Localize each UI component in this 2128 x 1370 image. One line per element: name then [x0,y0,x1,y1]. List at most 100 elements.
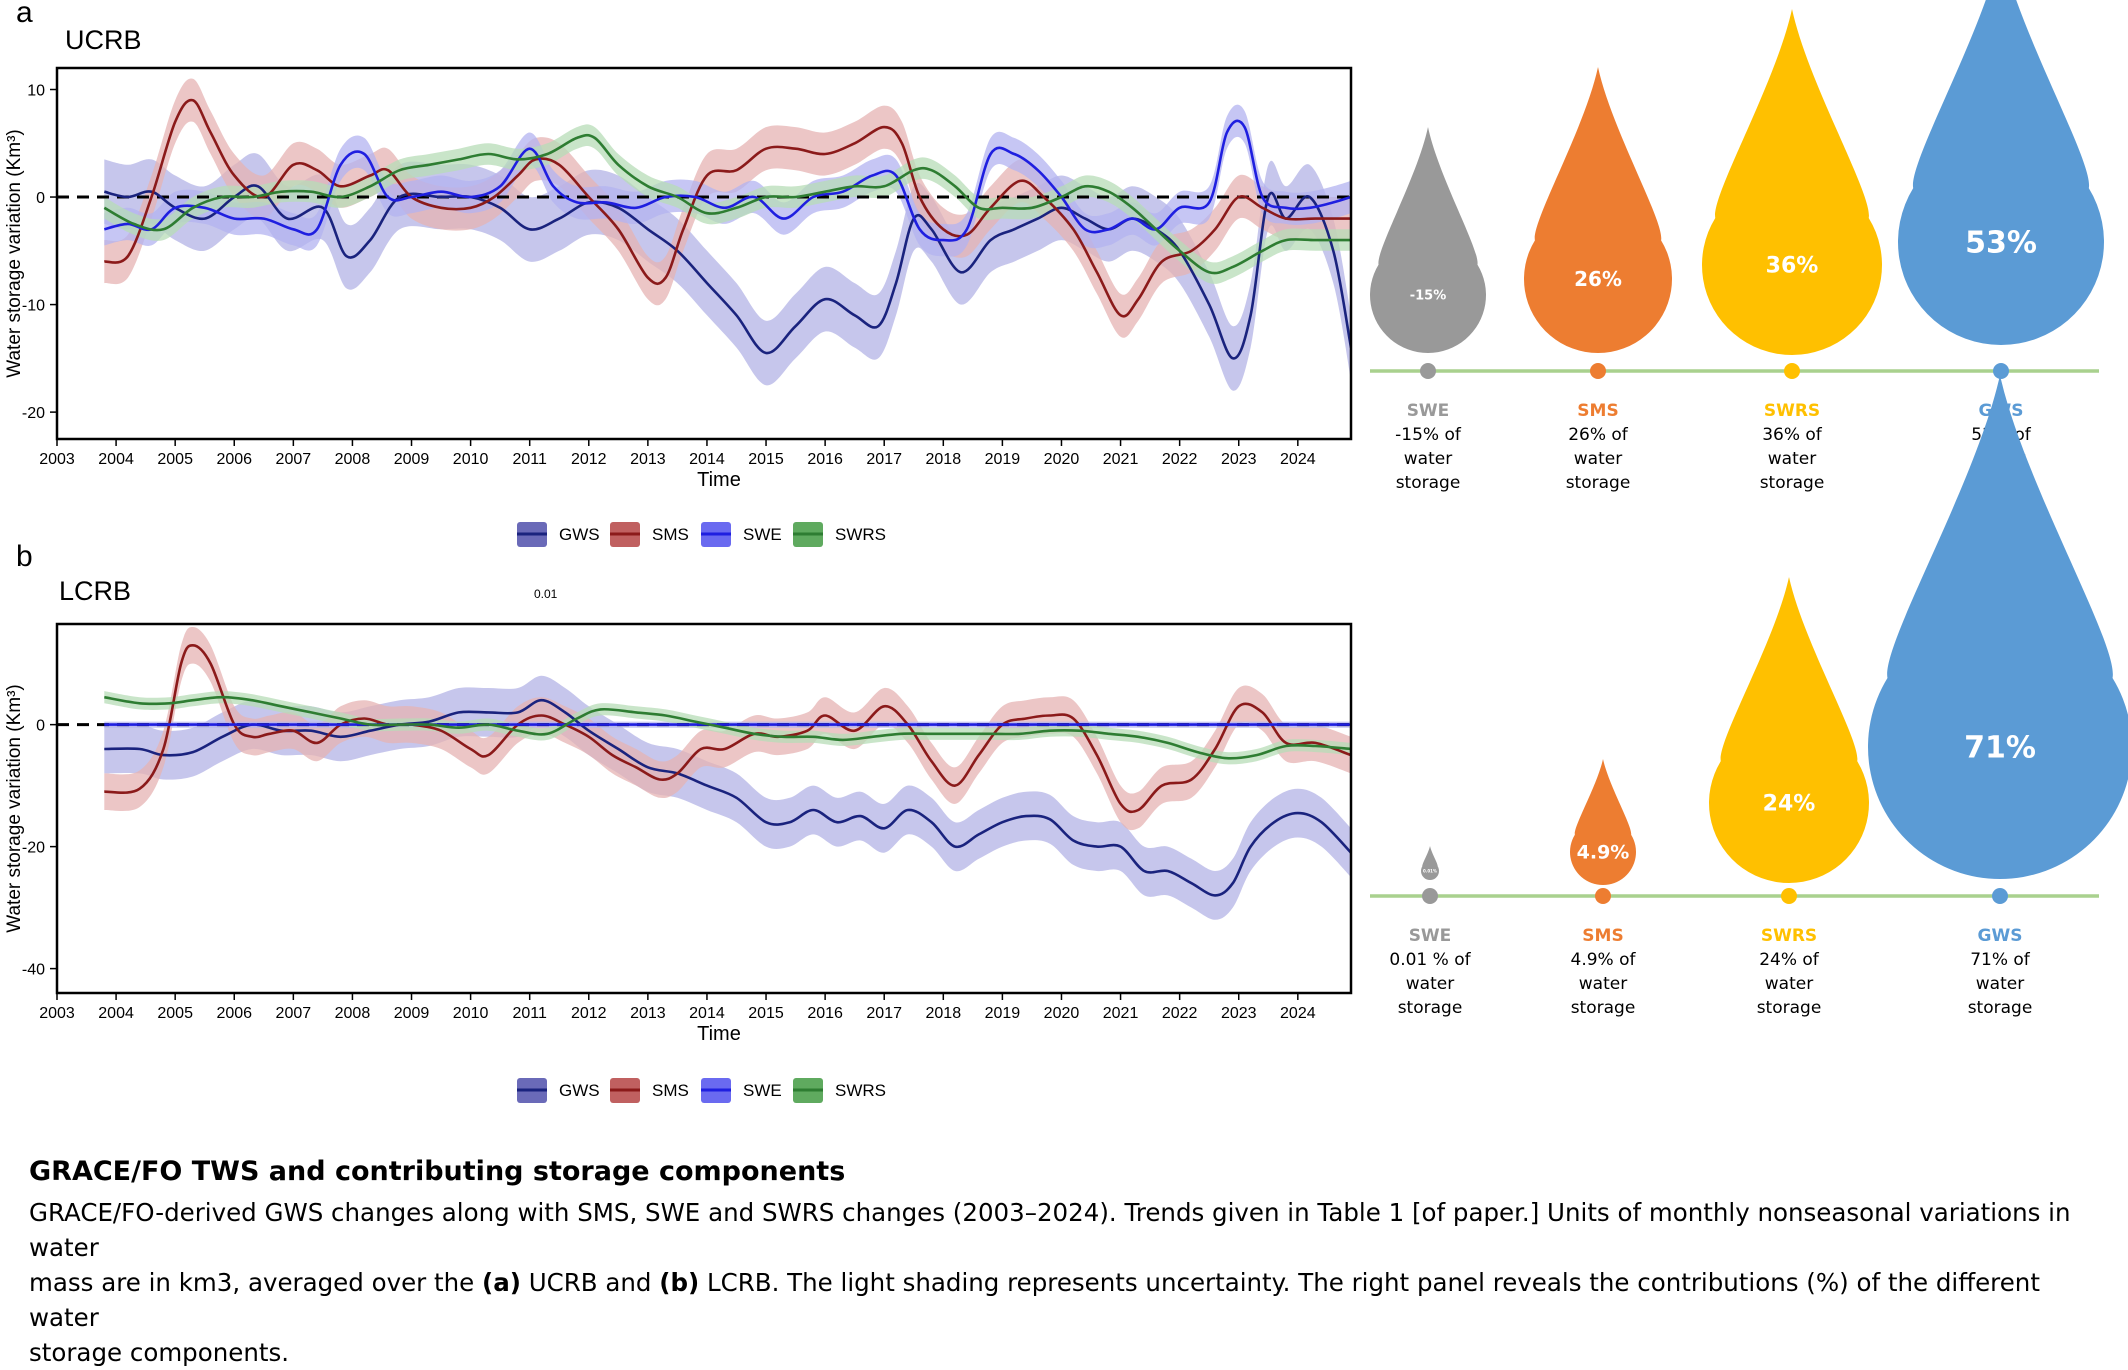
x-tick-label: 2023 [1221,451,1257,468]
drop-swrs [1709,577,1869,884]
x-tick-label: 2015 [748,451,784,468]
x-tick-label: 2012 [571,451,607,468]
caption-title: GRACE/FO TWS and contributing storage co… [29,1156,846,1187]
y-tick-label: -40 [22,962,45,979]
component-share-line2: water [1976,974,2024,994]
component-share-line2: water [1404,449,1452,469]
x-tick-label: 2020 [1044,451,1080,468]
x-tick-label: 2012 [571,1005,607,1022]
legend-label-gws: GWS [559,525,600,544]
component-share-line3: storage [1398,998,1463,1018]
panel-label-b: b [16,540,33,573]
panel-b-title: LCRB [59,576,131,606]
x-tick-label: 2009 [394,1005,430,1022]
drop-label-gws: 53% [1965,226,2037,261]
y-tick-label: -10 [22,298,45,315]
panel-b-annotation: 0.01 [534,587,558,601]
drop-gws [1898,0,2104,345]
series-line-gws [104,698,1351,897]
drop-label-gws: 71% [1964,731,2036,766]
x-tick-label: 2019 [985,451,1021,468]
x-tick-label: 2014 [689,1005,725,1022]
caption-ref-b: (b) [659,1268,700,1297]
component-share-line1: -15% of [1395,425,1462,445]
caption-ref-a: (a) [482,1268,521,1297]
x-tick-label: 2021 [1103,451,1139,468]
x-tick-label: 2006 [216,451,252,468]
component-share-line1: 26% of [1568,425,1629,445]
marker-sms [1590,363,1606,379]
drop-label-swe: 0.01% [1423,868,1437,873]
x-tick-label: 2004 [98,451,134,468]
component-share-line3: storage [1757,998,1822,1018]
x-tick-label: 2003 [39,451,75,468]
x-tick-label: 2010 [453,1005,489,1022]
plot-frame [55,622,1353,995]
x-tick-label: 2024 [1280,451,1316,468]
drop-sms [1570,759,1637,886]
x-tick-label: 2011 [512,1005,547,1022]
x-tick-label: 2015 [748,1005,784,1022]
x-tick-label: 2003 [39,1005,75,1022]
x-tick-label: 2005 [157,1005,193,1022]
drop-gws [1868,375,2128,879]
x-tick-label: 2009 [394,451,430,468]
series-line-gws [103,184,1351,360]
legend-label-swe: SWE [743,1081,782,1100]
plot-area [57,78,1351,391]
component-name-gws: GWS [1978,926,2023,946]
chart-ucrb: 2003 2004 2005 2006 2007 2008 2009 2010 2011 2012… [4,66,1353,547]
drop-label-swrs: 24% [1763,792,1816,817]
component-share-line2: water [1579,974,1627,994]
x-tick-label: 2024 [1280,1005,1316,1022]
component-name-swe: SWE [1409,926,1452,946]
component-share-line2: water [1574,449,1622,469]
component-share-line1: 36% of [1762,425,1823,445]
contribution-drops-lcrb: 0.01% SWE 0.01 % of water storage 4.9% SMS 4.9%… [1370,375,2128,1018]
x-tick-label: 2008 [335,451,371,468]
component-share-line2: water [1765,974,1813,994]
band-sms [104,627,1351,831]
legend-label-swe: SWE [743,525,782,544]
x-tick-label: 2005 [157,451,193,468]
x-tick-label: 2016 [807,451,843,468]
x-tick-label: 2004 [98,1005,134,1022]
legend-label-sms: SMS [652,1081,689,1100]
x-tick-label: 2007 [276,1005,312,1022]
drop-sms [1524,67,1672,354]
x-tick-label: 2017 [866,1005,902,1022]
component-share-line3: storage [1760,473,1825,493]
component-share-line1: 4.9% of [1571,950,1637,970]
marker-gws [1993,363,2009,379]
figure-caption: GRACE/FO TWS and contributing storage co… [29,1155,2099,1370]
component-name-sms: SMS [1577,401,1618,421]
x-axis-label: Time [697,469,741,491]
drop-label-swrs: 36% [1766,254,1819,279]
series-line-swe [103,119,1351,242]
component-share-line1: 0.01 % of [1389,950,1471,970]
y-tick-label: 0 [36,718,45,735]
x-tick-label: 2011 [512,451,547,468]
component-share-line2: water [1406,974,1454,994]
x-tick-label: 2016 [807,1005,843,1022]
plot-frame [55,66,1353,441]
y-tick-label: 0 [36,190,45,207]
x-tick-label: 2017 [866,451,902,468]
drop-swe [1421,846,1439,881]
marker-swrs [1784,363,1800,379]
component-share-line2: water [1768,449,1816,469]
component-share-line3: storage [1571,998,1636,1018]
x-tick-label: 2018 [926,1005,962,1022]
band-swrs [104,124,1351,284]
x-tick-label: 2013 [630,451,666,468]
drop-label-sms: 4.9% [1577,842,1630,864]
x-axis-label: Time [697,1023,741,1045]
component-name-swrs: SWRS [1761,926,1817,946]
legend-label-swrs: SWRS [835,1081,886,1100]
drop-swrs [1702,9,1882,356]
y-axis-label: Water storage variation (Km³) [4,684,25,932]
marker-swe [1422,888,1438,904]
caption-line-2c: UCRB and [520,1268,660,1297]
band-swe [104,104,1351,257]
component-name-swe: SWE [1407,401,1450,421]
